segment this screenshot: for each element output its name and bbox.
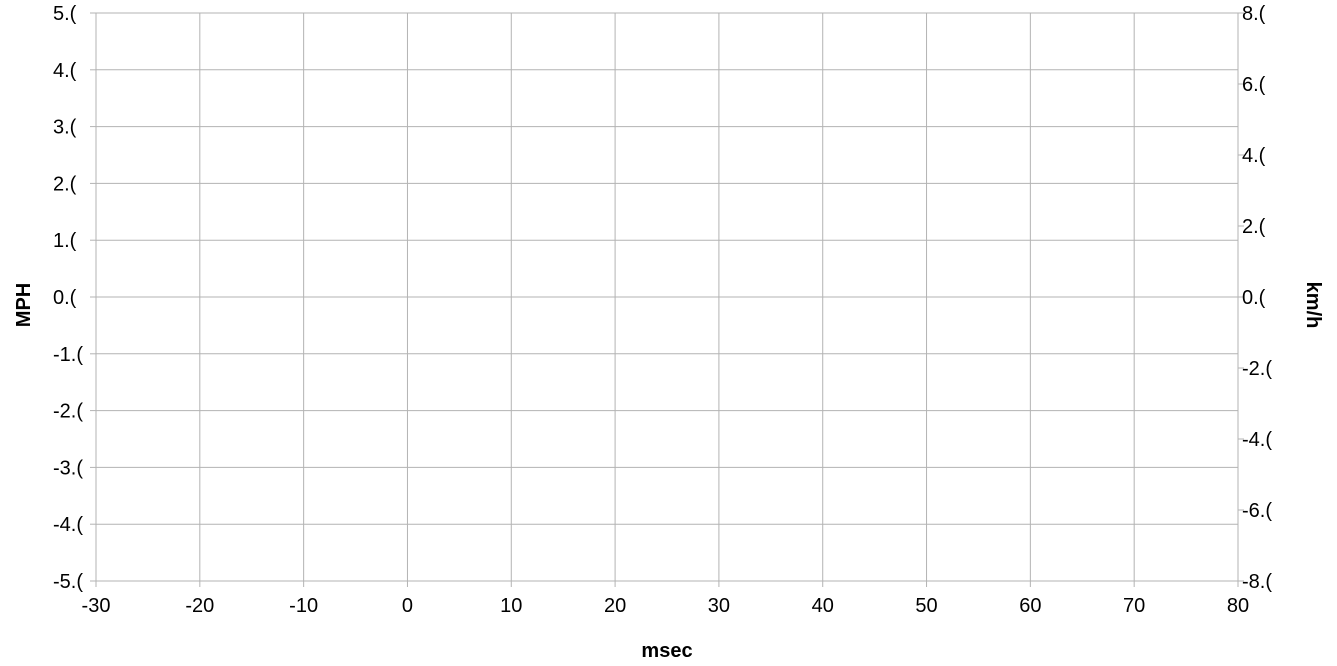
right-y-tick-label: 0.( bbox=[1242, 287, 1266, 309]
right-y-tick-label: 2.( bbox=[1242, 216, 1266, 238]
y-gridlines bbox=[90, 12, 1238, 582]
y-tick-labels: 5.( 4.( 3.( 2.( 1.( 0.( -1.( -2.( -3.( -4.( -5.( bbox=[53, 3, 83, 593]
right-y-tick-label: 6.( bbox=[1242, 74, 1266, 96]
right-axis-ticks bbox=[1238, 12, 1244, 582]
x-tick-label: 40 bbox=[812, 595, 834, 617]
right-y-tick-label: -4.( bbox=[1242, 429, 1272, 451]
x-axis-title: msec bbox=[641, 640, 692, 662]
y-axis-title: MPH bbox=[13, 283, 35, 327]
plot-frame bbox=[95, 12, 1239, 582]
right-y-tick-label: -6.( bbox=[1242, 500, 1272, 522]
y-tick-label: -5.( bbox=[53, 571, 83, 593]
x-tick-label: -30 bbox=[82, 595, 111, 617]
y-tick-label: 4.( bbox=[53, 60, 77, 82]
right-y-tick-label: 4.( bbox=[1242, 145, 1266, 167]
right-y-axis-title: km/h bbox=[1302, 282, 1324, 329]
x-tick-label: 60 bbox=[1019, 595, 1041, 617]
right-y-tick-label: -8.( bbox=[1242, 571, 1272, 593]
x-tick-label: 50 bbox=[915, 595, 937, 617]
x-tick-label: 80 bbox=[1227, 595, 1249, 617]
right-y-tick-label: 8.( bbox=[1242, 3, 1266, 25]
y-tick-label: 5.( bbox=[53, 3, 77, 25]
y-tick-label: 2.( bbox=[53, 173, 77, 195]
y-tick-label: -2.( bbox=[53, 401, 83, 423]
y-tick-label: -3.( bbox=[53, 457, 83, 479]
x-tick-label: 20 bbox=[604, 595, 626, 617]
x-tick-labels: -30 -20 -10 0 10 20 30 40 50 60 70 80 bbox=[82, 595, 1250, 617]
right-y-tick-labels: 8.( 6.( 4.( 2.( 0.( -2.( -4.( -6.( -8.( bbox=[1242, 3, 1272, 593]
x-tick-label: -10 bbox=[289, 595, 318, 617]
x-tick-label: 0 bbox=[402, 595, 413, 617]
y-tick-label: -1.( bbox=[53, 344, 83, 366]
right-y-tick-label: -2.( bbox=[1242, 358, 1272, 380]
y-tick-label: 3.( bbox=[53, 117, 77, 139]
x-tick-label: 10 bbox=[500, 595, 522, 617]
y-tick-label: 0.( bbox=[53, 287, 77, 309]
x-tick-label: 70 bbox=[1123, 595, 1145, 617]
y-tick-label: -4.( bbox=[53, 514, 83, 536]
x-tick-label: -20 bbox=[185, 595, 214, 617]
x-tick-label: 30 bbox=[708, 595, 730, 617]
y-tick-label: 1.( bbox=[53, 230, 77, 252]
